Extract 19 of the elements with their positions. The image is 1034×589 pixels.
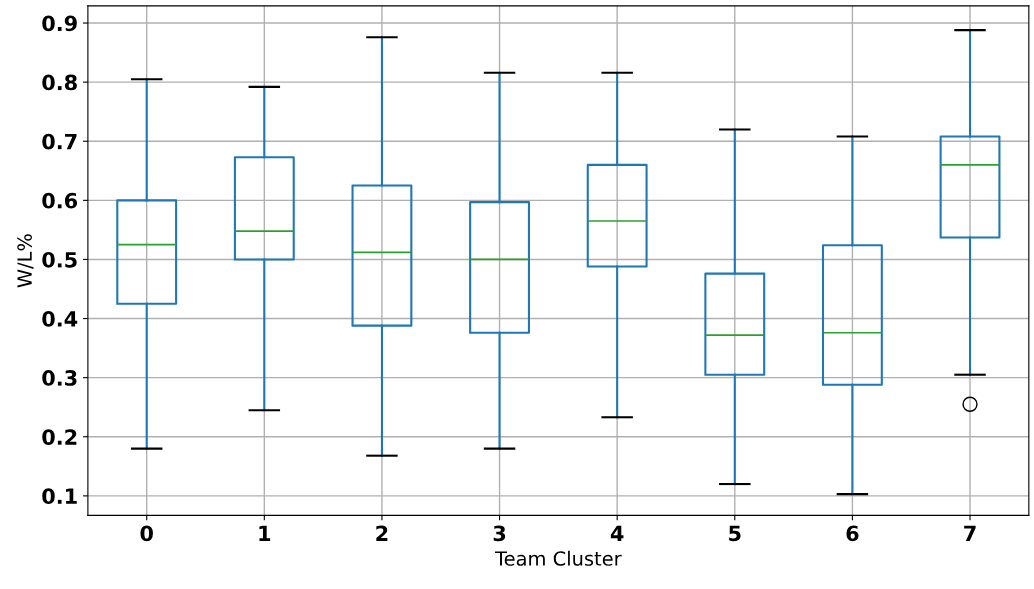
y-tick-label: 0.1 xyxy=(42,488,77,505)
y-tick-label: 0.3 xyxy=(42,370,77,386)
x-tick-label: 6 xyxy=(846,525,859,542)
x-tick-label: 3 xyxy=(493,525,506,542)
x-tick-label: 7 xyxy=(964,525,976,541)
x-tick-label: 5 xyxy=(729,525,741,542)
x-tick-label: 1 xyxy=(259,525,271,541)
x-tick-label: 0 xyxy=(140,525,153,542)
y-tick-label: 0.8 xyxy=(42,74,77,91)
y-tick-label: 0.9 xyxy=(42,15,77,32)
y-tick-label: 0.5 xyxy=(42,251,77,268)
x-tick-label: 2 xyxy=(376,525,388,541)
y-tick-label: 0.2 xyxy=(42,429,77,445)
y-tick-label: 0.4 xyxy=(42,311,78,327)
y-tick-label: 0.7 xyxy=(42,133,77,150)
y-tick-label: 0.6 xyxy=(42,192,78,209)
y-axis-title: W/L% xyxy=(17,234,34,288)
x-axis-title: Team Cluster xyxy=(495,550,622,566)
x-tick-label: 4 xyxy=(610,525,624,541)
